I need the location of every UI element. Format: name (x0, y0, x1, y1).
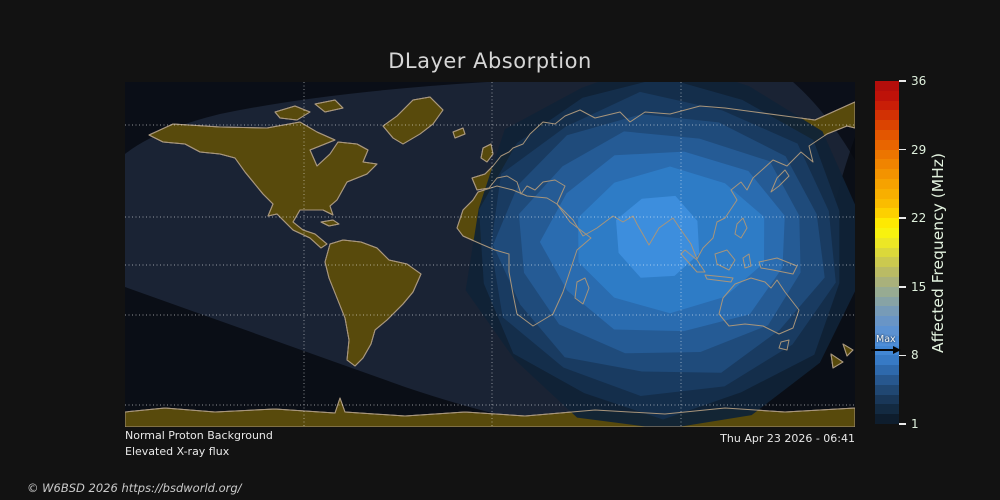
colorbar-segment (875, 188, 899, 199)
world-map (125, 82, 855, 427)
colorbar-segment (875, 129, 899, 140)
absorption-band-level-9 (616, 195, 700, 278)
coastline (718, 277, 800, 335)
coastline (456, 185, 592, 327)
coastline (704, 274, 734, 283)
colorbar-segment (875, 198, 899, 209)
page-title: DLayer Absorption (388, 49, 592, 73)
colorbar-segment (875, 414, 899, 424)
colorbar-max-marker: Max (870, 334, 904, 354)
colorbar-segment (875, 257, 899, 268)
coastline (148, 121, 378, 249)
colorbar-tick-8: 8 (899, 347, 919, 363)
colorbar-segment (875, 374, 899, 385)
colorbar-tick-15: 15 (899, 279, 926, 295)
night-shadow-top-left (125, 82, 487, 154)
colorbar-segment (875, 296, 899, 307)
colorbar-segment (875, 208, 899, 219)
colorbar-axis-label: Affected Frequency (MHz) (929, 153, 947, 353)
colorbar (875, 81, 899, 424)
colorbar-tick-22: 22 (899, 210, 926, 226)
coastline (314, 99, 344, 113)
coastline (680, 249, 706, 273)
coastline (842, 343, 854, 357)
colorbar-segment (875, 247, 899, 258)
colorbar-segment (875, 159, 899, 170)
colorbar-segment (875, 306, 899, 317)
colorbar-tick-36: 36 (899, 73, 926, 89)
max-marker-arrow-icon (870, 345, 901, 354)
colorbar-segment (875, 276, 899, 287)
colorbar-segment (875, 394, 899, 405)
map-canvas (125, 82, 855, 427)
coastline-overlay (125, 96, 855, 427)
coastline (382, 96, 444, 145)
coastline (734, 217, 748, 239)
colorbar-segment (875, 178, 899, 189)
colorbar-segment (875, 218, 899, 228)
absorption-bands (465, 82, 855, 427)
coastline (471, 101, 855, 260)
colorbar-segment (875, 149, 899, 160)
xray-status-text: Elevated X-ray flux (125, 445, 230, 458)
proton-status-text: Normal Proton Background (125, 429, 273, 442)
colorbar-segment (875, 100, 899, 111)
coastline (274, 105, 311, 121)
colorbar-segment (875, 90, 899, 101)
colorbar-segment (875, 169, 899, 179)
colorbar-segment (875, 384, 899, 395)
timestamp-text: Thu Apr 23 2026 - 06:41 (720, 432, 855, 445)
night-shadow-top-right (793, 82, 855, 160)
colorbar-segment (875, 227, 899, 238)
night-shadow-bottom-left (125, 287, 555, 427)
colorbar-segment (875, 325, 899, 336)
coastline (125, 397, 855, 427)
colorbar-segment (875, 365, 899, 375)
coastline (452, 127, 466, 139)
colorbar-segment (875, 81, 899, 91)
coastline (742, 253, 752, 269)
colorbar-segment (875, 355, 899, 366)
colorbar-segment (875, 404, 899, 415)
coastline (770, 169, 790, 193)
coastline (758, 257, 798, 275)
coastline (778, 339, 790, 351)
colorbar-segment (875, 139, 899, 150)
colorbar-tick-29: 29 (899, 142, 926, 158)
colorbar-segment (875, 237, 899, 248)
colorbar-segment (875, 286, 899, 297)
colorbar-segment (875, 267, 899, 277)
colorbar-segment (875, 110, 899, 121)
colorbar-segment (875, 335, 899, 346)
coastline (574, 277, 590, 305)
colorbar-segment (875, 120, 899, 130)
colorbar-segment (875, 316, 899, 326)
copyright-text: © W6BSD 2026 https://bsdworld.org/ (27, 481, 242, 495)
max-marker-label: Max (876, 333, 896, 345)
coastline (324, 239, 422, 367)
graticule-gridlines (125, 82, 855, 427)
coastline (830, 353, 844, 369)
coastline (320, 219, 340, 227)
coastline (480, 143, 494, 163)
colorbar-tick-1: 1 (899, 416, 919, 432)
coastline (714, 249, 736, 271)
